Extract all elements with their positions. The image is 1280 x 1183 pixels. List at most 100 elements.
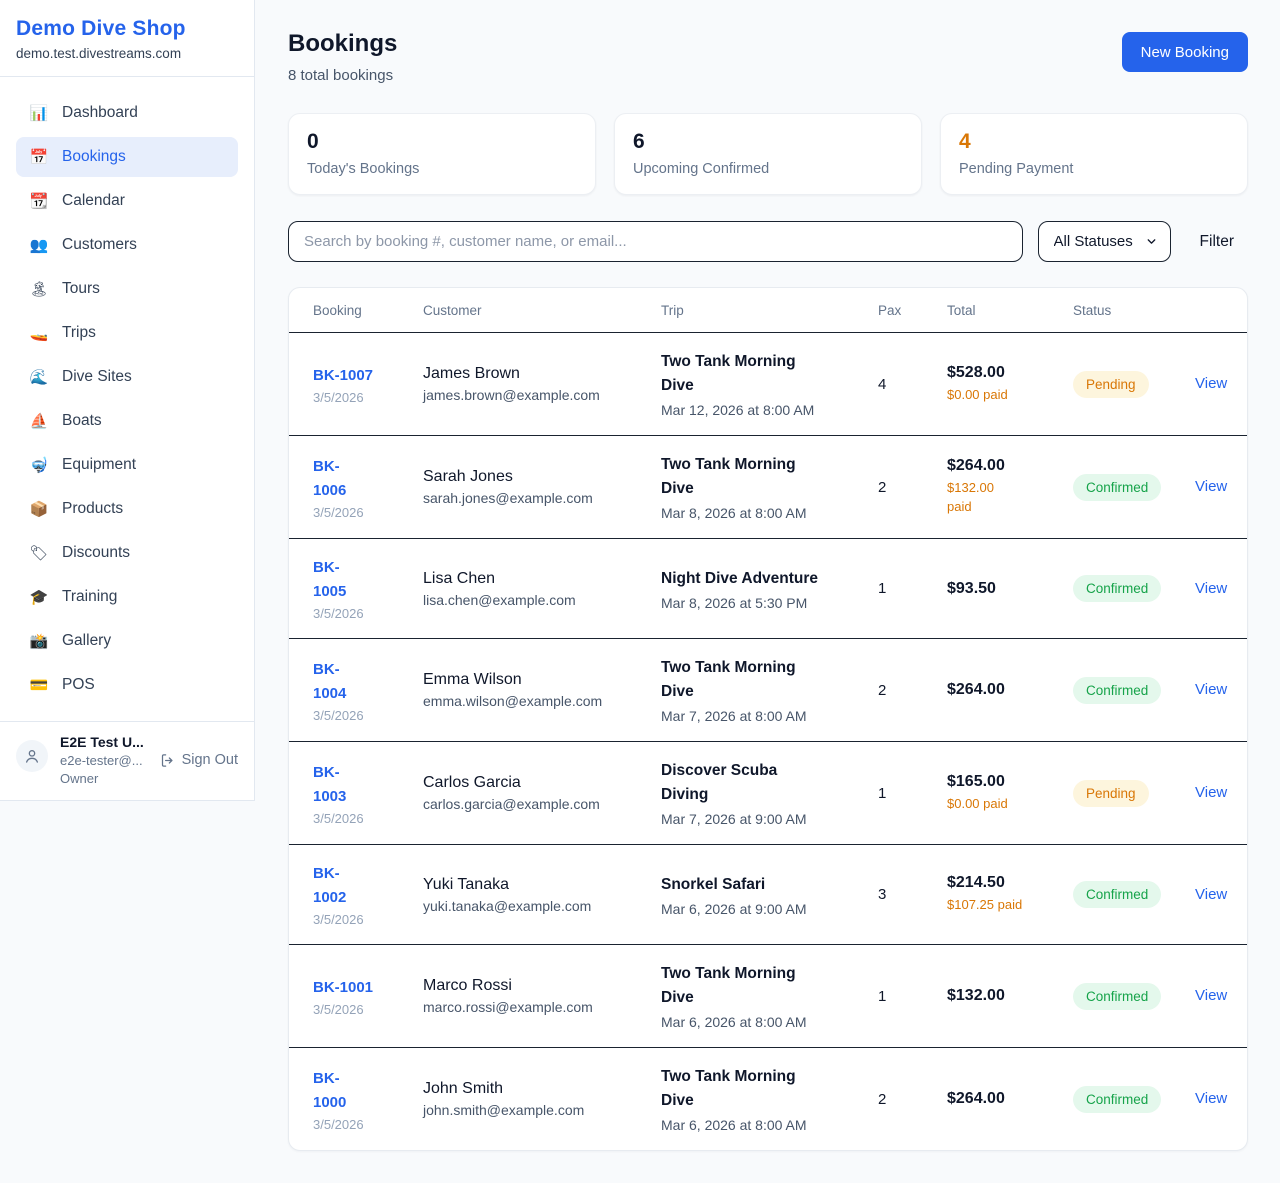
sidebar-item-label: Boats: [62, 412, 102, 429]
sidebar-item-label: Tours: [62, 280, 100, 297]
view-link[interactable]: View: [1195, 987, 1228, 1005]
table-row: BK- 1000 3/5/2026 John Smith john.smith@…: [289, 1048, 1247, 1150]
sidebar-nav: 📊 Dashboard 📅 Bookings 📆 Calendar 👥 Cust…: [0, 77, 254, 721]
booking-id-link[interactable]: BK- 1005: [313, 559, 347, 601]
status-filter-select[interactable]: All Statuses: [1037, 221, 1171, 262]
booking-id-link[interactable]: BK- 1004: [313, 660, 347, 702]
status-filter-wrap: All Statuses: [1037, 221, 1171, 262]
customer-email: james.brown@example.com: [423, 387, 600, 404]
page-subtitle: 8 total bookings: [288, 67, 394, 84]
view-link[interactable]: View: [1195, 784, 1228, 802]
brand-domain: demo.test.divestreams.com: [16, 46, 182, 61]
sidebar-item-pos[interactable]: 💳 POS: [16, 665, 238, 705]
total-amount: $528.00: [947, 363, 1005, 381]
sidebar-item-label: Customers: [62, 236, 137, 253]
view-link[interactable]: View: [1195, 681, 1228, 699]
table-body: BK-1007 3/5/2026 James Brown james.brown…: [289, 333, 1247, 1150]
status-badge: Confirmed: [1073, 676, 1162, 704]
page-title: Bookings: [288, 30, 398, 57]
user-email: e2e-tester@...: [60, 753, 143, 768]
search-input[interactable]: [288, 221, 1023, 262]
stat-label: Today's Bookings: [307, 161, 420, 177]
sidebar-item-products[interactable]: 📦 Products: [16, 489, 238, 529]
booking-id-link[interactable]: BK-1007: [313, 366, 374, 384]
view-link[interactable]: View: [1195, 885, 1228, 903]
sidebar: Demo Dive Shop demo.test.divestreams.com…: [0, 0, 255, 801]
table-header-row: Booking Customer Trip Pax Total Status: [289, 288, 1247, 333]
trip-name: Two Tank Morning Dive: [661, 353, 796, 395]
total-amount: $214.50: [947, 874, 1005, 892]
sidebar-item-training[interactable]: 🎓 Training: [16, 577, 238, 617]
sidebar-item-discounts[interactable]: 🏷 Discounts: [16, 533, 238, 573]
booking-date: 3/5/2026: [313, 1001, 364, 1017]
stat-value: 4: [959, 130, 971, 153]
view-link[interactable]: View: [1195, 478, 1228, 496]
sidebar-item-bookings[interactable]: 📅 Bookings: [16, 137, 238, 177]
sidebar-item-label: Trips: [62, 324, 96, 341]
status-badge: Pending: [1073, 779, 1149, 807]
booking-id-link[interactable]: BK- 1006: [313, 457, 347, 499]
customer-email: carlos.garcia@example.com: [423, 796, 600, 813]
stat-value: 6: [633, 130, 645, 153]
status-badge: Confirmed: [1073, 881, 1162, 909]
stat-card: 6 Upcoming Confirmed: [614, 113, 922, 195]
customer-name: James Brown: [423, 365, 520, 383]
view-link[interactable]: View: [1195, 375, 1228, 393]
sailboat-icon: ⛵: [29, 411, 49, 430]
sign-out-label: Sign Out: [181, 752, 238, 768]
sidebar-item-label: Dashboard: [62, 104, 138, 121]
total-amount: $264.00: [947, 1090, 1005, 1108]
customer-name: John Smith: [423, 1080, 504, 1098]
table-row: BK- 1005 3/5/2026 Lisa Chen lisa.chen@ex…: [289, 539, 1247, 640]
user-info: E2E Test U... e2e-tester@... Owner: [60, 734, 144, 786]
booking-id-link[interactable]: BK-1001: [313, 978, 374, 996]
booking-id-link[interactable]: BK- 1003: [313, 763, 347, 805]
stat-card: 0 Today's Bookings: [288, 113, 596, 195]
filter-button[interactable]: Filter: [1186, 233, 1248, 251]
customer-email: sarah.jones@example.com: [423, 490, 593, 507]
trip-name: Discover Scuba Diving: [661, 762, 778, 804]
bookings-table: Booking Customer Trip Pax Total Status BK-100…: [288, 287, 1248, 1152]
sidebar-item-label: Calendar: [62, 192, 125, 209]
graduation-cap-icon: 🎓: [29, 587, 49, 606]
sidebar-item-dashboard[interactable]: 📊 Dashboard: [16, 93, 238, 133]
trip-name: Two Tank Morning Dive: [661, 1068, 796, 1110]
sign-out-button[interactable]: Sign Out: [160, 752, 238, 768]
column-header-customer: Customer: [423, 302, 482, 318]
customer-email: marco.rossi@example.com: [423, 999, 593, 1016]
booking-date: 3/5/2026: [313, 606, 364, 622]
bar-chart-icon: 📊: [29, 103, 49, 122]
trip-name: Two Tank Morning Dive: [661, 456, 796, 498]
booking-date: 3/5/2026: [313, 707, 364, 723]
stat-card: 4 Pending Payment: [940, 113, 1248, 195]
sidebar-item-dive-sites[interactable]: 🌊 Dive Sites: [16, 357, 238, 397]
booking-date: 3/5/2026: [313, 810, 364, 826]
status-badge: Confirmed: [1073, 473, 1162, 501]
sidebar-item-trips[interactable]: 🚤 Trips: [16, 313, 238, 353]
booking-id-link[interactable]: BK- 1002: [313, 865, 347, 907]
booking-id-link[interactable]: BK- 1000: [313, 1069, 347, 1111]
status-badge: Confirmed: [1073, 575, 1162, 603]
table-row: BK- 1004 3/5/2026 Emma Wilson emma.wilso…: [289, 639, 1247, 743]
customer-email: john.smith@example.com: [423, 1102, 585, 1119]
booking-date: 3/5/2026: [313, 1116, 364, 1132]
total-amount: $165.00: [947, 772, 1005, 790]
total-amount: $93.50: [947, 579, 996, 597]
new-booking-button[interactable]: New Booking: [1121, 32, 1248, 72]
sidebar-item-label: Discounts: [62, 544, 131, 561]
view-link[interactable]: View: [1195, 579, 1228, 597]
sidebar-item-boats[interactable]: ⛵ Boats: [16, 401, 238, 441]
user-role: Owner: [60, 771, 99, 786]
total-amount: $264.00: [947, 681, 1005, 699]
sidebar-item-equipment[interactable]: 🤿 Equipment: [16, 445, 238, 485]
sidebar-item-customers[interactable]: 👥 Customers: [16, 225, 238, 265]
table-row: BK- 1003 3/5/2026 Carlos Garcia carlos.g…: [289, 742, 1247, 846]
sidebar-item-label: Equipment: [62, 456, 137, 473]
sidebar-item-calendar[interactable]: 📆 Calendar: [16, 181, 238, 221]
column-header-total: Total: [947, 302, 976, 318]
sidebar-item-tours[interactable]: 🏝 Tours: [16, 269, 238, 309]
view-link[interactable]: View: [1195, 1090, 1228, 1108]
stats-row: 0 Today's Bookings 6 Upcoming Confirmed …: [288, 113, 1248, 195]
sidebar-item-gallery[interactable]: 📸 Gallery: [16, 621, 238, 661]
island-icon: 🏝: [29, 279, 49, 298]
